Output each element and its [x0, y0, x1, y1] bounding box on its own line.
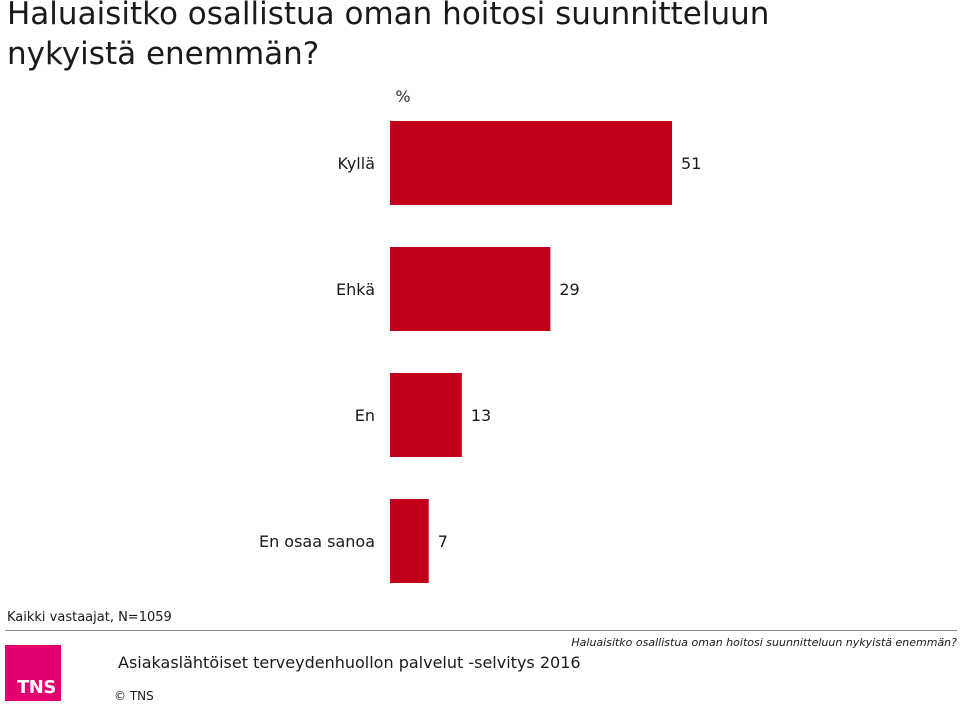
value-label-3: 7 [438, 532, 448, 551]
bars-group: Kyllä 51 Ehkä 29 En 13 En osaa sanoa 7 [259, 121, 701, 583]
value-label-2: 13 [471, 406, 491, 425]
category-label-2: En [355, 406, 375, 425]
bar-1 [390, 247, 551, 331]
chart-title: Haluaisitko osallistua oman hoitosi suun… [7, 0, 770, 72]
bar-2 [390, 373, 462, 457]
survey-name: Asiakaslähtöiset terveydenhuollon palvel… [118, 653, 581, 672]
bar-chart: % Kyllä 51 Ehkä 29 En 13 En osaa sanoa 7 [259, 87, 701, 583]
footer-question: Haluaisitko osallistua oman hoitosi suun… [571, 636, 957, 649]
bar-0 [390, 121, 673, 205]
base-note: Kaikki vastaajat, N=1059 [7, 610, 172, 625]
value-label-0: 51 [681, 154, 701, 173]
tns-logo: TNS [5, 645, 61, 701]
category-label-3: En osaa sanoa [259, 532, 375, 551]
unit-label: % [395, 87, 410, 106]
bar-3 [390, 499, 429, 583]
category-label-1: Ehkä [336, 280, 375, 299]
copyright: © TNS [114, 689, 154, 703]
value-label-1: 29 [559, 280, 579, 299]
category-label-0: Kyllä [338, 154, 376, 173]
divider [5, 630, 957, 631]
logo-text: TNS [17, 677, 56, 698]
